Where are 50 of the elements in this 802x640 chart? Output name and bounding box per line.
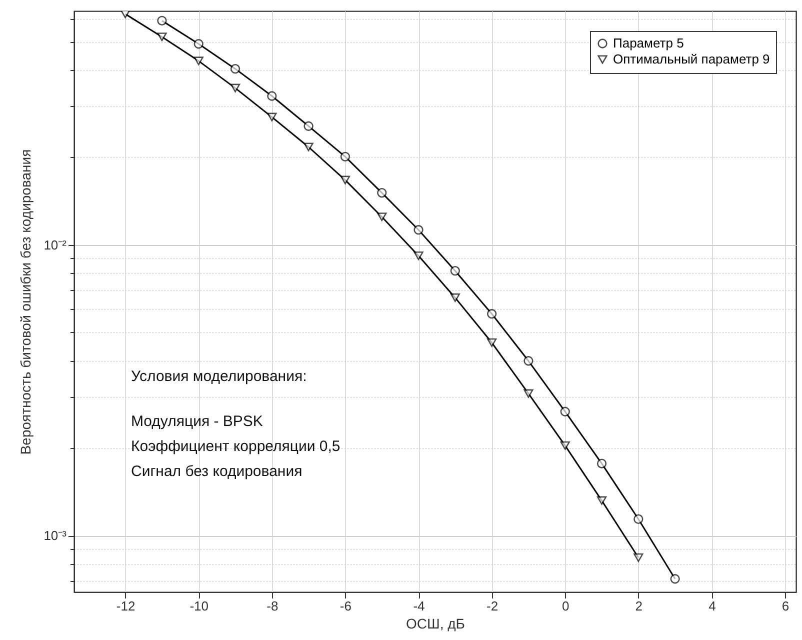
point [524,389,534,398]
legend-label: Параметр 5 [613,36,684,50]
point [267,112,277,122]
point [560,406,570,416]
x-tick-label: -2 [486,598,498,614]
point [120,11,130,18]
point [486,338,497,347]
x-tick-label: -8 [266,598,278,614]
point [267,91,277,101]
point [414,252,424,260]
point [157,16,167,26]
point [450,266,460,276]
point [377,188,387,198]
y-tick-label: 10⁻³ [44,528,68,544]
point [157,32,167,42]
legend-label: Оптимальный параметр 9 [613,52,770,66]
point [596,496,607,505]
point [524,356,534,366]
y-tick-label: 10⁻² [44,237,68,252]
point [230,84,240,92]
x-tick-label: 4 [708,598,716,614]
annotation: Модуляция - BPSK [131,413,263,430]
point [230,64,240,74]
x-tick-label: 0 [562,598,570,614]
annotation: Коэффициент корреляции 0,5 [131,438,340,455]
point [194,39,204,49]
point [340,176,350,184]
point [414,225,424,235]
point [194,56,204,66]
x-tick-label: -12 [116,598,136,614]
annotation: Сигнал без кодирования [131,463,302,480]
x-tick-label: -6 [340,598,352,614]
x-tick-label: -4 [413,598,425,614]
point [634,553,644,562]
x-tick-label: -10 [190,598,209,614]
x-tick-label: 2 [635,598,643,614]
x-tick-label: 6 [782,598,790,614]
point [596,458,607,468]
point [560,441,570,450]
point [340,152,350,162]
point [634,514,644,524]
point [486,309,497,319]
y-axis-title: Вероятность битовой ошибки без кодирования [18,149,34,455]
point [450,293,460,302]
annotation: Условия моделирования: [131,368,307,385]
x-axis-title: ОСШ, дБ [406,616,465,632]
point [304,121,314,131]
point [377,212,387,222]
point [670,574,680,584]
point [304,142,314,152]
